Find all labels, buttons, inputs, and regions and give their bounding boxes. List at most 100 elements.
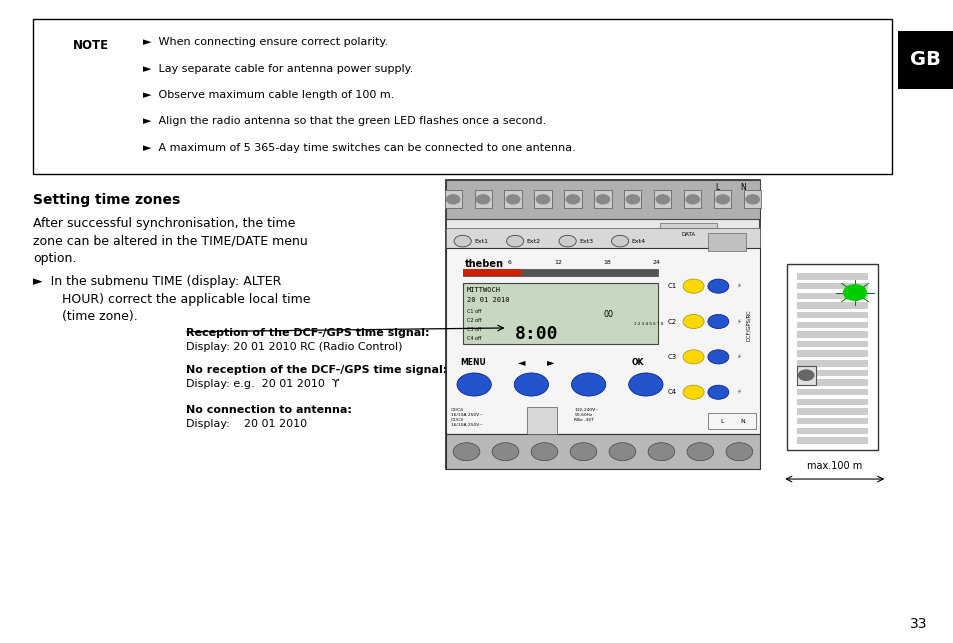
Bar: [444, 190, 461, 208]
Text: C1 off: C1 off: [466, 309, 480, 314]
Circle shape: [725, 442, 752, 460]
Circle shape: [506, 235, 523, 247]
Text: C3 off: C3 off: [466, 327, 480, 332]
Bar: [445, 434, 760, 469]
Circle shape: [611, 235, 628, 247]
Bar: [504, 190, 521, 208]
Text: No reception of the DCF-/GPS time signal:: No reception of the DCF-/GPS time signal…: [186, 365, 447, 376]
Circle shape: [625, 195, 639, 204]
Text: C2: C2: [666, 318, 676, 325]
Bar: [796, 408, 867, 415]
Bar: [796, 379, 867, 386]
Circle shape: [798, 370, 813, 380]
Bar: [445, 228, 760, 254]
Text: 12: 12: [554, 260, 562, 265]
Bar: [445, 180, 760, 219]
Circle shape: [682, 350, 703, 364]
Text: max.100 m: max.100 m: [806, 461, 862, 471]
Text: option.: option.: [33, 252, 76, 265]
Text: MITTWOCH: MITTWOCH: [466, 287, 500, 293]
Circle shape: [707, 314, 728, 329]
Bar: [707, 413, 755, 429]
Circle shape: [647, 442, 674, 460]
Text: Setting time zones: Setting time zones: [33, 193, 180, 207]
Circle shape: [536, 195, 549, 204]
Circle shape: [476, 195, 489, 204]
Text: NOTE: NOTE: [72, 39, 109, 51]
Circle shape: [570, 442, 597, 460]
Circle shape: [716, 195, 729, 204]
Text: (time zone).: (time zone).: [62, 310, 137, 323]
Bar: [462, 283, 658, 344]
Text: 20 01 2010: 20 01 2010: [466, 297, 509, 303]
Circle shape: [456, 373, 491, 396]
Text: OO: OO: [603, 310, 613, 319]
Text: C2 off: C2 off: [466, 318, 480, 323]
Circle shape: [558, 235, 576, 247]
Circle shape: [682, 279, 703, 293]
Text: HOUR) correct the applicable local time: HOUR) correct the applicable local time: [62, 293, 310, 305]
Text: theben: theben: [464, 259, 503, 269]
Text: N: N: [740, 419, 744, 424]
Bar: [796, 273, 867, 280]
Bar: [462, 269, 520, 276]
Circle shape: [531, 442, 558, 460]
Bar: [474, 190, 491, 208]
Circle shape: [686, 442, 713, 460]
Bar: [796, 283, 867, 289]
Circle shape: [492, 442, 518, 460]
Bar: [796, 302, 867, 309]
Text: C3/C4
16/10A 250V~
C1/C3
16/10A 250V~: C3/C4 16/10A 250V~ C1/C3 16/10A 250V~: [451, 408, 482, 427]
Bar: [683, 190, 700, 208]
Text: C4: C4: [666, 389, 676, 395]
Circle shape: [685, 195, 699, 204]
Text: C1: C1: [666, 283, 676, 289]
Bar: [796, 341, 867, 347]
Text: ⚡: ⚡: [736, 389, 741, 395]
Circle shape: [446, 195, 459, 204]
Bar: [714, 190, 731, 208]
Text: 1 2 3 4 5 6 7 8: 1 2 3 4 5 6 7 8: [634, 322, 663, 325]
Text: ►  Align the radio antenna so that the green LED flashes once a second.: ► Align the radio antenna so that the gr…: [143, 116, 546, 127]
Bar: [796, 312, 867, 318]
Text: DCF/GPS/RC: DCF/GPS/RC: [745, 309, 751, 341]
Circle shape: [745, 195, 759, 204]
Text: ◄: ◄: [517, 357, 525, 367]
Bar: [462, 269, 658, 276]
Text: ►  In the submenu TIME (display: ALTER: ► In the submenu TIME (display: ALTER: [33, 275, 281, 288]
Text: Display:    20 01 2010: Display: 20 01 2010: [186, 419, 307, 430]
Bar: [796, 370, 867, 376]
Circle shape: [608, 442, 635, 460]
Text: 33: 33: [909, 617, 926, 631]
Bar: [796, 418, 867, 424]
Text: No connection to antenna:: No connection to antenna:: [186, 405, 352, 415]
Circle shape: [707, 279, 728, 293]
Text: N: N: [740, 183, 745, 192]
Text: Display: e.g.  20 01 2010  ϒ: Display: e.g. 20 01 2010 ϒ: [186, 379, 339, 390]
Bar: [534, 190, 551, 208]
Text: C4 off: C4 off: [466, 336, 480, 341]
Text: ►  When connecting ensure correct polarity.: ► When connecting ensure correct polarit…: [143, 37, 388, 48]
Bar: [564, 190, 581, 208]
Text: ►  A maximum of 5 365-day time switches can be connected to one antenna.: ► A maximum of 5 365-day time switches c…: [143, 143, 576, 153]
Bar: [796, 360, 867, 367]
Text: L: L: [720, 419, 723, 424]
Circle shape: [707, 350, 728, 364]
Text: ►: ►: [546, 357, 554, 367]
Bar: [659, 223, 716, 246]
Bar: [786, 264, 877, 450]
Bar: [796, 365, 815, 385]
Text: ►  Lay separate cable for antenna power supply.: ► Lay separate cable for antenna power s…: [143, 64, 413, 74]
Bar: [796, 399, 867, 405]
Text: 8:00: 8:00: [515, 325, 558, 343]
Text: 24: 24: [652, 260, 659, 265]
Circle shape: [514, 373, 548, 396]
Text: ⚡: ⚡: [736, 354, 741, 360]
Bar: [743, 190, 760, 208]
Bar: [445, 248, 760, 434]
Text: ⚡: ⚡: [736, 283, 741, 289]
Bar: [654, 190, 671, 208]
Bar: [796, 437, 867, 444]
Text: Reception of the DCF-/GPS time signal:: Reception of the DCF-/GPS time signal:: [186, 328, 429, 338]
Circle shape: [656, 195, 669, 204]
